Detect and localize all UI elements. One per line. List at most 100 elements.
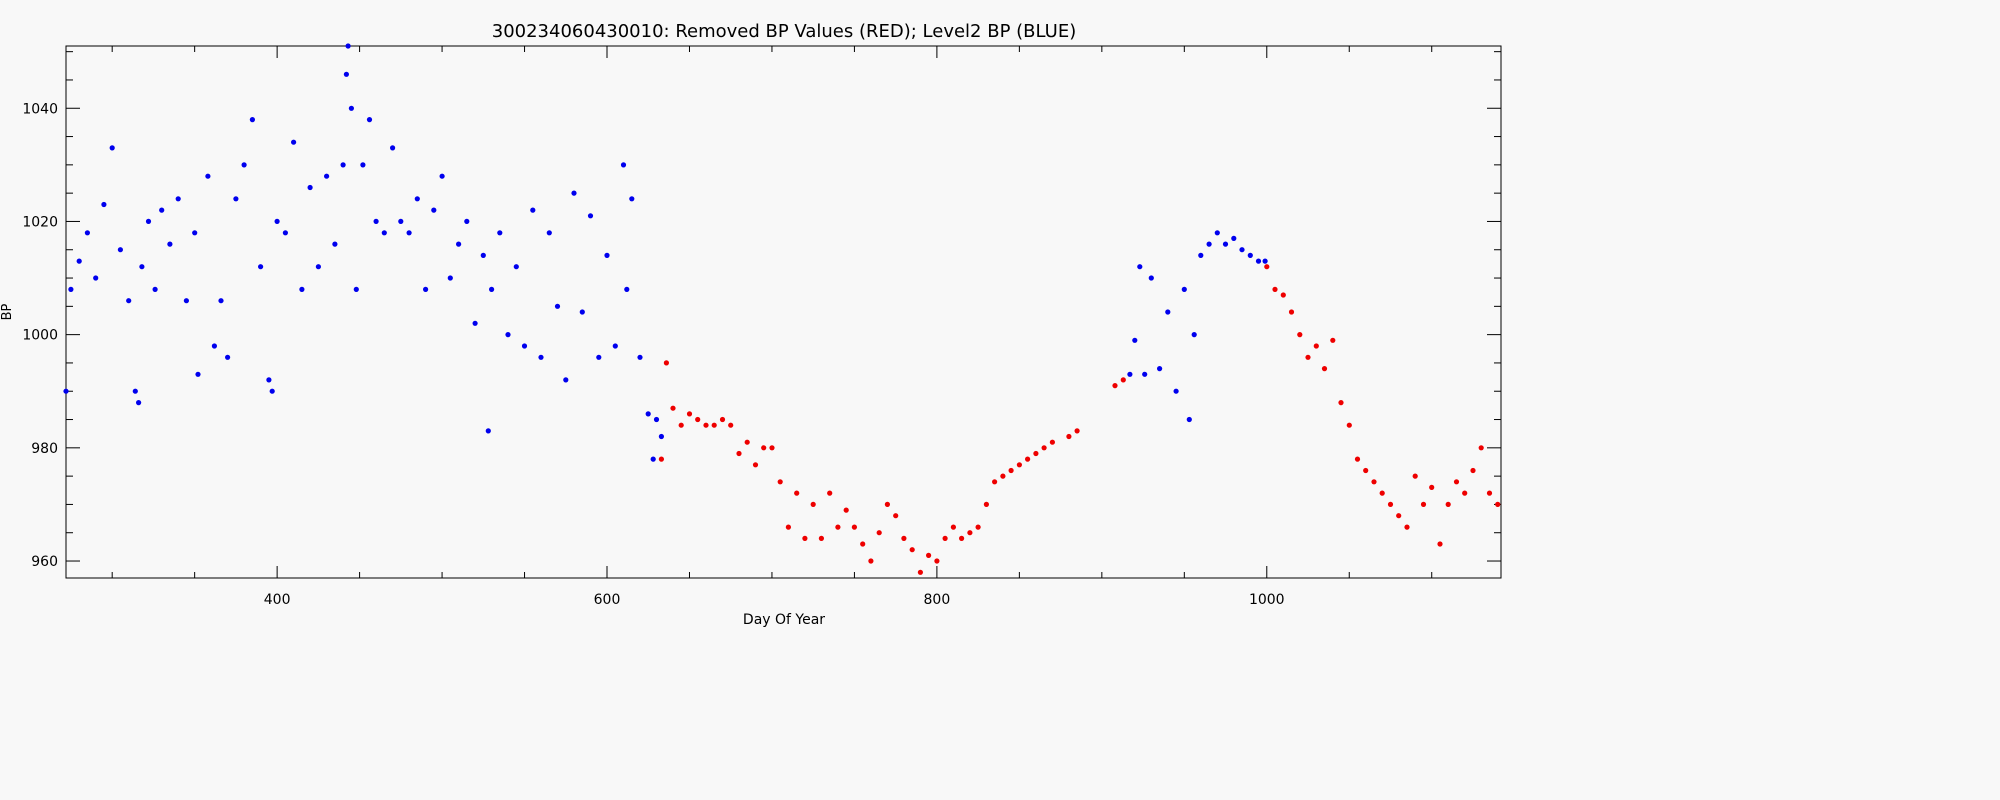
data-point xyxy=(650,456,656,462)
data-point xyxy=(167,241,173,247)
data-point xyxy=(851,524,858,530)
plot-frame xyxy=(65,45,1502,579)
data-point xyxy=(983,501,990,507)
data-point xyxy=(1222,241,1229,247)
data-point xyxy=(1025,456,1031,462)
data-point xyxy=(269,388,275,394)
data-point xyxy=(282,230,288,236)
data-point xyxy=(653,416,660,423)
data-point xyxy=(1148,275,1154,281)
data-point xyxy=(307,184,313,191)
data-point xyxy=(1346,422,1352,428)
data-point xyxy=(76,258,82,264)
data-point xyxy=(843,507,849,513)
data-point xyxy=(1330,337,1336,343)
data-point xyxy=(266,377,272,383)
x-tick-label: 400 xyxy=(264,592,291,608)
data-point xyxy=(1354,456,1361,462)
data-point xyxy=(917,569,924,575)
x-axis: 400 600 800 1000 xyxy=(111,46,1433,608)
x-tick-label: 800 xyxy=(924,592,951,608)
data-point xyxy=(360,162,366,168)
data-point xyxy=(1478,445,1484,451)
data-point xyxy=(1173,388,1179,394)
data-point xyxy=(1231,235,1237,241)
data-point xyxy=(901,535,907,542)
data-point xyxy=(439,173,445,179)
data-point xyxy=(68,286,74,292)
series-0 xyxy=(63,43,1268,462)
data-point xyxy=(1264,264,1270,270)
data-point xyxy=(1486,490,1493,496)
data-point xyxy=(366,117,373,123)
data-point xyxy=(456,241,462,247)
data-point xyxy=(381,230,387,236)
data-point xyxy=(521,343,528,349)
data-point xyxy=(1000,473,1006,479)
data-point xyxy=(195,371,201,377)
data-point xyxy=(1371,479,1377,485)
data-point xyxy=(1137,264,1143,270)
data-point xyxy=(117,247,123,253)
data-point xyxy=(291,139,297,145)
y-tick-label: 1020 xyxy=(22,214,58,230)
data-point xyxy=(554,303,561,309)
data-point xyxy=(1214,230,1220,236)
data-point xyxy=(835,524,841,530)
data-point xyxy=(629,196,635,202)
data-point xyxy=(1404,524,1410,530)
data-point xyxy=(274,218,280,224)
data-point xyxy=(145,218,152,224)
data-point xyxy=(810,501,816,507)
data-point xyxy=(225,354,231,360)
data-point xyxy=(571,190,577,196)
data-point xyxy=(431,207,437,213)
data-point xyxy=(1165,309,1171,315)
data-point xyxy=(1453,479,1460,485)
data-point xyxy=(398,218,404,224)
y-axis: 960 980 1000 1020 1040 xyxy=(22,51,1501,570)
data-point xyxy=(827,490,833,496)
data-point xyxy=(604,252,610,258)
data-point xyxy=(109,145,115,151)
data-point xyxy=(645,411,651,417)
data-point xyxy=(769,445,775,451)
data-point xyxy=(934,558,940,564)
data-point xyxy=(1437,541,1443,547)
data-point xyxy=(1280,292,1286,298)
data-point xyxy=(505,332,511,338)
data-point xyxy=(860,541,866,547)
data-point xyxy=(1412,473,1418,479)
data-point xyxy=(423,286,429,292)
data-point xyxy=(1008,467,1014,474)
data-point xyxy=(1142,371,1148,377)
data-point xyxy=(658,456,665,462)
data-point xyxy=(909,547,915,553)
data-point xyxy=(472,320,478,326)
data-point xyxy=(353,286,359,292)
data-point xyxy=(1132,337,1138,343)
data-point xyxy=(587,213,594,219)
data-point xyxy=(480,252,486,258)
data-point xyxy=(663,360,670,366)
data-point xyxy=(315,264,321,270)
data-point xyxy=(258,264,264,270)
data-point xyxy=(205,173,211,179)
data-point xyxy=(1016,462,1023,468)
data-point xyxy=(343,71,349,77)
data-point xyxy=(744,439,750,445)
data-point xyxy=(752,462,759,468)
x-tick-label: 600 xyxy=(594,592,621,608)
data-point xyxy=(1127,371,1133,377)
data-point xyxy=(1120,377,1126,383)
data-point xyxy=(241,162,247,168)
data-point xyxy=(1041,445,1047,451)
data-point xyxy=(324,173,330,179)
data-point xyxy=(967,530,973,536)
data-point xyxy=(159,207,165,213)
data-point xyxy=(1297,332,1303,338)
data-point xyxy=(1495,501,1501,507)
data-point xyxy=(192,230,198,236)
data-point xyxy=(1288,309,1295,315)
data-point xyxy=(579,309,585,315)
